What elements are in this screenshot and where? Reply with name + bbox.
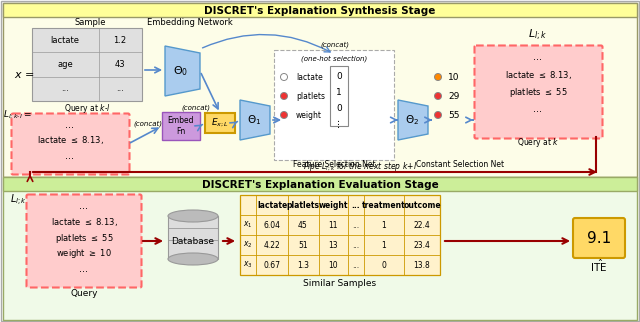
- Text: Constant Selection Net: Constant Selection Net: [416, 159, 504, 168]
- Text: 9.1: 9.1: [587, 231, 611, 245]
- Text: 13.8: 13.8: [413, 260, 430, 270]
- Text: 10: 10: [448, 72, 460, 81]
- Text: outcome: outcome: [403, 201, 441, 210]
- Circle shape: [280, 111, 287, 118]
- Text: 0: 0: [336, 103, 342, 112]
- Ellipse shape: [168, 210, 218, 222]
- Text: age: age: [57, 60, 73, 69]
- Text: lactate $\leq$ 8.13,: lactate $\leq$ 8.13,: [51, 216, 118, 228]
- Text: Embedding Network: Embedding Network: [147, 17, 233, 26]
- Text: $x_1$: $x_1$: [243, 220, 253, 230]
- Text: ...: ...: [534, 52, 543, 62]
- Text: 0: 0: [336, 71, 342, 80]
- Text: DISCRET's Explanation Evaluation Stage: DISCRET's Explanation Evaluation Stage: [202, 179, 438, 190]
- FancyBboxPatch shape: [162, 112, 200, 140]
- Text: 23.4: 23.4: [413, 241, 431, 250]
- Text: 43: 43: [115, 60, 125, 69]
- Circle shape: [280, 73, 287, 80]
- Polygon shape: [240, 100, 270, 140]
- Text: $E_{x;L}$: $E_{x;L}$: [211, 117, 229, 129]
- Text: ...: ...: [65, 151, 74, 161]
- Polygon shape: [165, 46, 200, 96]
- Text: 0: 0: [381, 260, 387, 270]
- Text: $\hat{\mathrm{ITE}}$: $\hat{\mathrm{ITE}}$: [590, 258, 607, 274]
- Text: platlets $\leq$ 55: platlets $\leq$ 55: [54, 232, 113, 244]
- Polygon shape: [398, 100, 428, 140]
- Text: Embed
Fn: Embed Fn: [168, 116, 195, 136]
- Text: Database: Database: [172, 236, 214, 245]
- FancyBboxPatch shape: [330, 66, 348, 126]
- Text: lactate $\leq$ 8.13,: lactate $\leq$ 8.13,: [36, 134, 104, 146]
- Text: 29: 29: [448, 91, 460, 100]
- FancyBboxPatch shape: [573, 218, 625, 258]
- FancyBboxPatch shape: [205, 113, 235, 133]
- Text: lactate $\leq$ 8.13,: lactate $\leq$ 8.13,: [504, 69, 572, 81]
- Text: lactate: lactate: [257, 201, 287, 210]
- Text: 1: 1: [336, 88, 342, 97]
- FancyBboxPatch shape: [32, 28, 142, 101]
- Text: Pipe $L_{l;k}$ for the next step $k$+$l$: Pipe $L_{l;k}$ for the next step $k$+$l$: [303, 161, 417, 174]
- Text: (one-hot selection): (one-hot selection): [301, 56, 367, 62]
- FancyBboxPatch shape: [274, 50, 394, 160]
- Text: 1.3: 1.3: [297, 260, 309, 270]
- Text: 1: 1: [381, 221, 387, 230]
- Text: weight $\geq$ 10: weight $\geq$ 10: [56, 247, 112, 260]
- Text: $\Theta_1$: $\Theta_1$: [247, 113, 261, 127]
- Circle shape: [435, 73, 442, 80]
- Text: Feature Selection Net: Feature Selection Net: [292, 159, 375, 168]
- Text: ...: ...: [79, 201, 88, 211]
- Text: weight: weight: [296, 110, 322, 119]
- Text: ⋮: ⋮: [335, 119, 344, 128]
- Text: Sample: Sample: [74, 17, 106, 26]
- Text: platlets: platlets: [287, 201, 319, 210]
- Circle shape: [280, 92, 287, 99]
- Text: Query at $k$: Query at $k$: [517, 136, 559, 148]
- Text: ...: ...: [352, 201, 360, 210]
- Text: 45: 45: [298, 221, 308, 230]
- Text: Similar Samples: Similar Samples: [303, 279, 376, 288]
- Text: $L_{l;k\text{-}l}$ =: $L_{l;k\text{-}l}$ =: [3, 109, 33, 121]
- Text: platlets: platlets: [296, 91, 325, 100]
- Text: lactate: lactate: [296, 72, 323, 81]
- Text: Query at $k$-$l$: Query at $k$-$l$: [63, 101, 111, 115]
- Text: $\Theta_2$: $\Theta_2$: [405, 113, 419, 127]
- FancyBboxPatch shape: [12, 113, 129, 175]
- Circle shape: [435, 111, 442, 118]
- Text: 13: 13: [328, 241, 338, 250]
- Text: 1.2: 1.2: [113, 36, 127, 45]
- FancyBboxPatch shape: [3, 177, 637, 191]
- Text: 55: 55: [448, 110, 460, 119]
- Text: $x_2$: $x_2$: [243, 240, 253, 250]
- FancyBboxPatch shape: [240, 195, 440, 275]
- Text: (concat): (concat): [321, 42, 349, 48]
- FancyBboxPatch shape: [3, 177, 637, 320]
- Text: weight: weight: [318, 201, 348, 210]
- Text: 10: 10: [328, 260, 338, 270]
- Text: 22.4: 22.4: [413, 221, 430, 230]
- Text: platlets $\leq$ 55: platlets $\leq$ 55: [509, 86, 567, 99]
- Text: $L_{l;k}$: $L_{l;k}$: [10, 193, 27, 208]
- Ellipse shape: [168, 253, 218, 265]
- Text: Query: Query: [70, 289, 98, 298]
- Text: 4.22: 4.22: [264, 241, 280, 250]
- Text: ...: ...: [116, 84, 124, 93]
- Text: (concat): (concat): [134, 121, 163, 127]
- Text: ...: ...: [353, 221, 360, 230]
- Text: ...: ...: [353, 260, 360, 270]
- Text: 6.04: 6.04: [264, 221, 280, 230]
- FancyBboxPatch shape: [3, 3, 637, 177]
- Text: 11: 11: [328, 221, 338, 230]
- Text: treatment: treatment: [362, 201, 406, 210]
- Text: $x_3$: $x_3$: [243, 260, 253, 270]
- Circle shape: [435, 92, 442, 99]
- Text: ...: ...: [534, 104, 543, 114]
- Text: (concat): (concat): [182, 105, 211, 111]
- FancyBboxPatch shape: [26, 194, 141, 288]
- Text: ...: ...: [79, 264, 88, 274]
- FancyBboxPatch shape: [474, 45, 602, 138]
- Text: 1: 1: [381, 241, 387, 250]
- Text: lactate: lactate: [51, 36, 79, 45]
- Text: ...: ...: [353, 241, 360, 250]
- FancyBboxPatch shape: [3, 3, 637, 17]
